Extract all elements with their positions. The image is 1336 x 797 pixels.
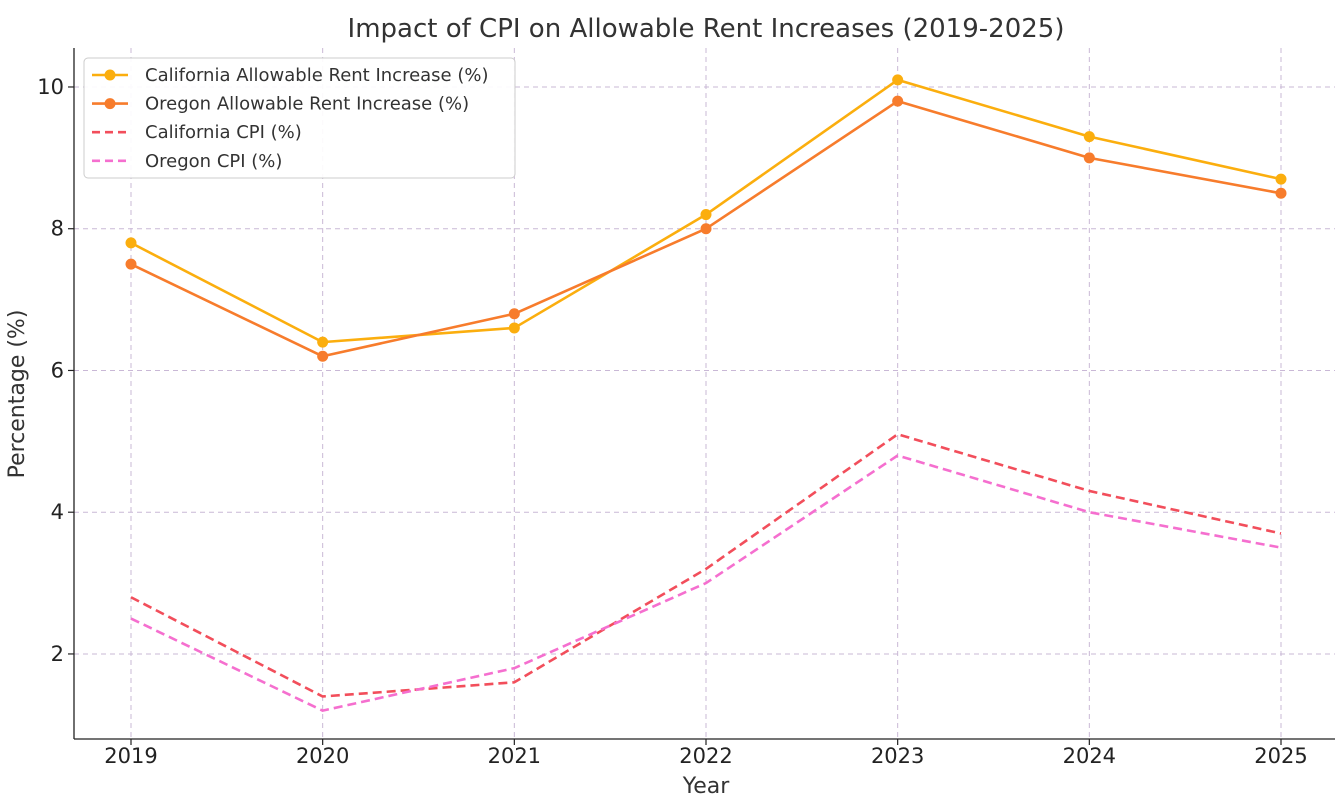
x-tick-label: 2023 xyxy=(871,744,924,768)
data-point-s1-2022 xyxy=(700,209,712,221)
data-point-s2-2024 xyxy=(1083,152,1095,164)
data-point-s1-2020 xyxy=(317,336,329,348)
data-point-s2-2023 xyxy=(892,95,904,107)
y-tick-label: 2 xyxy=(51,642,64,666)
legend-box xyxy=(83,57,516,179)
series-layer xyxy=(125,74,1287,712)
legend-label-1: California Allowable Rent Increase (%) xyxy=(145,65,489,86)
y-axis-label: Percentage (%) xyxy=(5,310,30,479)
data-point-s2-2020 xyxy=(317,350,329,362)
data-point-s2-2019 xyxy=(125,258,137,270)
data-point-s2-2021 xyxy=(508,308,520,320)
data-point-s2-2025 xyxy=(1275,187,1287,199)
data-point-s1-2019 xyxy=(125,237,137,249)
data-point-s1-2021 xyxy=(508,322,520,334)
legend-label-2: Oregon Allowable Rent Increase (%) xyxy=(145,94,469,115)
y-tick-label: 8 xyxy=(51,217,64,241)
legend-label-3: California CPI (%) xyxy=(145,122,302,143)
y-tick-label: 6 xyxy=(51,358,64,382)
x-axis-label: Year xyxy=(682,774,731,797)
legend-marker-1 xyxy=(104,69,116,81)
x-tick-label: 2024 xyxy=(1063,744,1116,768)
data-point-s1-2025 xyxy=(1275,173,1287,185)
x-tick-label: 2025 xyxy=(1254,744,1307,768)
x-tick-label: 2019 xyxy=(104,744,157,768)
y-tick-label: 4 xyxy=(51,500,64,524)
series-line-3 xyxy=(130,432,1282,698)
data-point-s1-2024 xyxy=(1083,131,1095,143)
data-point-s2-2022 xyxy=(700,223,712,235)
legend-marker-2 xyxy=(104,98,116,110)
y-tick-label: 10 xyxy=(37,75,64,99)
x-tick-label: 2022 xyxy=(679,744,732,768)
series-line-4 xyxy=(130,454,1282,712)
chart-title: Impact of CPI on Allowable Rent Increase… xyxy=(348,14,1065,44)
x-tick-label: 2021 xyxy=(488,744,541,768)
axis-layer: 2019 2020 2021 2022 2023 2024 2025 2 4 6 8 10 xyxy=(37,48,1335,768)
legend: California Allowable Rent Increase (%) Or… xyxy=(83,57,516,179)
data-point-s1-2023 xyxy=(892,74,904,86)
x-tick-label: 2020 xyxy=(296,744,349,768)
legend-label-4: Oregon CPI (%) xyxy=(145,151,282,172)
